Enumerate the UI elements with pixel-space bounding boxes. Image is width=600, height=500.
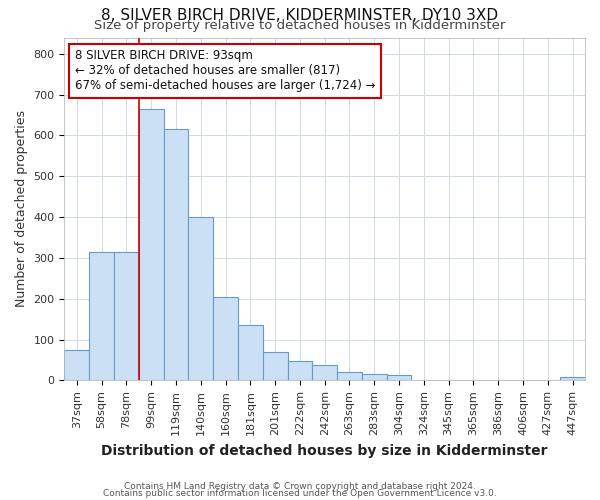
- Y-axis label: Number of detached properties: Number of detached properties: [15, 110, 28, 308]
- Text: 8, SILVER BIRCH DRIVE, KIDDERMINSTER, DY10 3XD: 8, SILVER BIRCH DRIVE, KIDDERMINSTER, DY…: [101, 8, 499, 22]
- Bar: [362, 374, 386, 380]
- Text: 8 SILVER BIRCH DRIVE: 93sqm
← 32% of detached houses are smaller (817)
67% of se: 8 SILVER BIRCH DRIVE: 93sqm ← 32% of det…: [75, 50, 376, 92]
- Bar: [386, 376, 412, 380]
- Text: Contains public sector information licensed under the Open Government Licence v3: Contains public sector information licen…: [103, 489, 497, 498]
- Bar: [139, 109, 164, 380]
- Bar: [313, 365, 337, 380]
- Text: Size of property relative to detached houses in Kidderminster: Size of property relative to detached ho…: [94, 19, 506, 32]
- Bar: [114, 252, 139, 380]
- Bar: [337, 372, 362, 380]
- Bar: [238, 325, 263, 380]
- Bar: [213, 296, 238, 380]
- Bar: [560, 378, 585, 380]
- X-axis label: Distribution of detached houses by size in Kidderminster: Distribution of detached houses by size …: [101, 444, 548, 458]
- Bar: [64, 350, 89, 380]
- Bar: [164, 130, 188, 380]
- Bar: [188, 217, 213, 380]
- Text: Contains HM Land Registry data © Crown copyright and database right 2024.: Contains HM Land Registry data © Crown c…: [124, 482, 476, 491]
- Bar: [287, 361, 313, 380]
- Bar: [263, 352, 287, 380]
- Bar: [89, 252, 114, 380]
